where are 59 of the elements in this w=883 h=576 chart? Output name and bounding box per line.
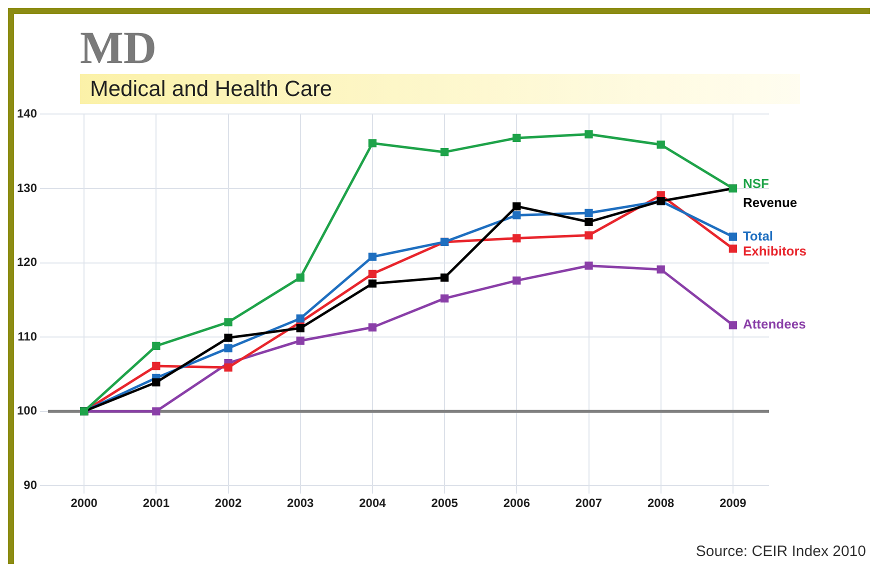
- y-tick-label: 130: [16, 180, 38, 195]
- series-label: Exhibitors: [742, 243, 807, 258]
- point: [512, 134, 521, 142]
- point: [368, 139, 377, 148]
- point: [224, 318, 232, 326]
- y-tick-label: 120: [16, 255, 38, 270]
- series-label: Total: [742, 228, 774, 244]
- point: [584, 208, 593, 218]
- point: [512, 202, 521, 210]
- point: [368, 252, 377, 261]
- point: [224, 334, 232, 342]
- x-tick-label: 2006: [503, 496, 530, 510]
- point: [512, 211, 521, 220]
- y-tick-label: 140: [16, 106, 38, 121]
- x-tick-label: 2004: [359, 496, 386, 510]
- x-tick-label: 2007: [575, 496, 602, 510]
- y-tick-label: 90: [24, 478, 38, 492]
- point: [368, 323, 377, 332]
- source-note: Source: CEIR Index 2010: [696, 543, 866, 560]
- chart-subtitle: Medical and Health Care: [80, 74, 800, 104]
- point: [152, 407, 160, 416]
- x-tick-label: 2008: [648, 496, 675, 510]
- point: [656, 265, 665, 274]
- point: [584, 130, 593, 138]
- point: [728, 244, 738, 253]
- point: [440, 294, 449, 302]
- point: [512, 276, 521, 285]
- x-tick-label: 2009: [720, 496, 747, 510]
- point: [152, 378, 160, 386]
- point: [296, 314, 304, 323]
- point: [656, 140, 665, 149]
- x-tick-label: 2005: [431, 496, 458, 510]
- point: [152, 362, 160, 370]
- point: [440, 148, 449, 156]
- point: [152, 342, 160, 350]
- point: [296, 336, 304, 345]
- series-label: Revenue: [742, 195, 798, 210]
- point: [728, 232, 738, 241]
- point: [224, 363, 232, 372]
- x-tick-label: 2000: [70, 496, 98, 510]
- point: [512, 234, 521, 242]
- chart-title: MD: [80, 22, 158, 74]
- point: [584, 231, 593, 240]
- x-tick-label: 2002: [214, 496, 242, 510]
- point: [440, 274, 449, 282]
- point: [296, 274, 304, 282]
- point: [368, 279, 377, 288]
- x-tick-label: 2001: [142, 496, 170, 510]
- point: [296, 324, 304, 332]
- point: [224, 344, 232, 352]
- point: [728, 321, 738, 330]
- series-label: NSF: [742, 176, 770, 192]
- point: [368, 270, 377, 278]
- point: [584, 218, 593, 226]
- series-label: Attendees: [742, 316, 806, 332]
- x-tick-label: 2003: [287, 496, 314, 510]
- y-tick-label: 110: [18, 329, 38, 344]
- y-tick-label: 100: [16, 404, 38, 418]
- point: [584, 262, 593, 270]
